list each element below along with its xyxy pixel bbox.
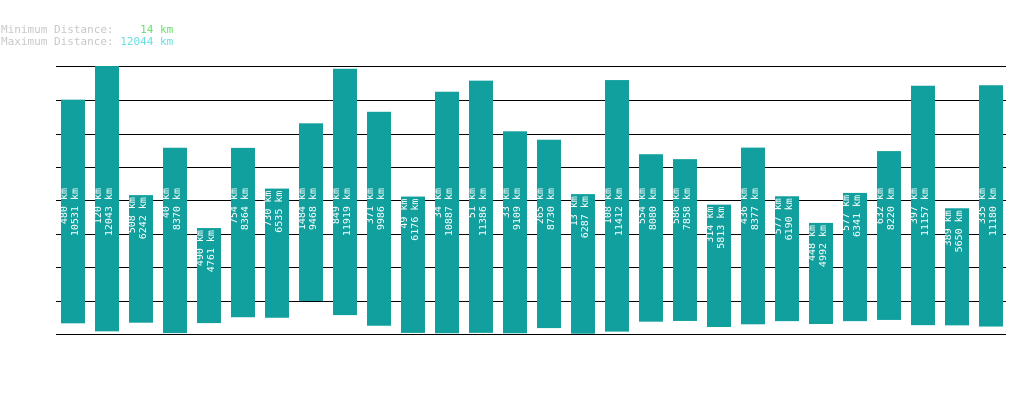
distance-bar [197, 228, 221, 324]
minimum-distance-label: Minimum Distance: [1, 23, 114, 36]
bar-max-label: 4761 km [206, 230, 217, 272]
bar-max-label: 7858 km [682, 188, 693, 230]
distance-bar [673, 159, 697, 321]
distance-bar [435, 91, 459, 334]
maximum-distance-label: Maximum Distance: [1, 35, 114, 48]
bar-min-label: 397 km [909, 188, 920, 224]
bar-max-label: 5813 km [716, 207, 727, 249]
bar-max-label: 11919 km [342, 188, 353, 236]
bar-min-label: 554 km [637, 188, 648, 224]
bar-min-label: 1484 km [297, 188, 308, 230]
bar-max-label: 11386 km [478, 188, 489, 236]
bar-max-label: 6341 km [852, 195, 863, 237]
bar-min-label: 49 km [399, 199, 410, 229]
distance-bar [163, 147, 187, 334]
bar-max-label: 9986 km [376, 188, 387, 230]
bar-min-label: 436 km [739, 188, 750, 224]
bar-min-label: 508 km [127, 197, 138, 233]
distance-bar [945, 208, 969, 326]
bar-max-label: 6190 km [784, 198, 795, 240]
bar-max-label: 6535 km [274, 191, 285, 233]
distance-bar [401, 196, 425, 333]
bar-min-label: 586 km [671, 188, 682, 224]
distance-bar [809, 222, 833, 325]
bar-min-label: 849 km [331, 188, 342, 224]
distance-bars: 480 km 10531 km 120 km 12043 km 508 km 6242 k… [59, 66, 1003, 334]
bar-min-label: 371 km [365, 188, 376, 224]
bar-min-label: 480 km [59, 188, 70, 224]
distance-bar [537, 139, 561, 329]
minimum-distance-value: 14 km [140, 23, 174, 36]
bar-min-label: 265 km [535, 188, 546, 224]
bar-max-label: 8377 km [750, 188, 761, 230]
bar-max-label: 6287 km [580, 196, 591, 238]
distance-bar [775, 196, 799, 322]
distance-bar [741, 147, 765, 325]
bar-min-label: 389 km [943, 210, 954, 246]
distance-bar [129, 195, 153, 323]
bar-min-label: 577 km [841, 195, 852, 231]
distance-bar [979, 85, 1003, 327]
bar-max-label: 8364 km [240, 188, 251, 230]
bar-max-label: 6242 km [138, 197, 149, 239]
maximum-distance-row: Maximum Distance: 12044 km [1, 36, 173, 48]
bar-min-label: 33 km [501, 188, 512, 218]
distance-bar [333, 68, 357, 316]
minimum-distance-row: Minimum Distance: 14 km [1, 24, 173, 36]
bar-min-label: 108 km [603, 188, 614, 224]
bar-max-label: 9468 km [308, 188, 319, 230]
bar-min-label: 13 km [569, 196, 580, 226]
bar-min-label: 730 km [263, 191, 274, 227]
distance-bar [571, 194, 595, 334]
distance-bar [503, 131, 527, 334]
maximum-distance-value: 12044 km [120, 35, 174, 48]
bar-min-label: 448 km [807, 225, 818, 261]
distance-bar [843, 192, 867, 322]
bar-max-label: 9109 km [512, 188, 523, 230]
bar-max-label: 10887 km [444, 188, 455, 236]
distance-bar [877, 151, 901, 320]
bar-min-label: 34 km [433, 188, 444, 218]
bar-min-label: 120 km [93, 188, 104, 224]
distance-bar [61, 99, 85, 324]
distance-bar [231, 147, 255, 318]
distance-bar [911, 85, 935, 326]
bar-min-label: 754 km [229, 188, 240, 224]
distance-bar [605, 80, 629, 332]
bar-max-label: 8730 km [546, 188, 557, 230]
bar-max-label: 12043 km [104, 188, 115, 236]
bar-max-label: 10531 km [70, 188, 81, 236]
bar-max-label: 4992 km [818, 225, 829, 267]
bar-max-label: 11157 km [920, 188, 931, 236]
bar-min-label: 632 km [875, 188, 886, 224]
bar-max-label: 8220 km [886, 188, 897, 230]
bar-max-label: 5650 km [954, 210, 965, 252]
bar-max-label: 8370 km [172, 188, 183, 230]
distance-summary: Minimum Distance: 14 km Maximum Distance… [1, 24, 173, 48]
distance-bar [367, 111, 391, 326]
bar-min-label: 577 km [773, 198, 784, 234]
distance-bar [265, 188, 289, 318]
distance-bar [299, 123, 323, 301]
bar-max-label: 11180 km [988, 188, 999, 236]
bar-min-label: 40 km [161, 188, 172, 218]
bar-min-label: 490 km [195, 230, 206, 266]
bar-max-label: 6176 km [410, 199, 421, 241]
bar-max-label: 11412 km [614, 188, 625, 236]
distance-bar [707, 204, 731, 328]
distance-bar [95, 66, 119, 332]
bar-max-label: 8080 km [648, 188, 659, 230]
distance-bar [639, 154, 663, 322]
distance-bar [469, 80, 493, 333]
bar-min-label: 335 km [977, 188, 988, 224]
bar-min-label: 314 km [705, 207, 716, 243]
bar-min-label: 51 km [467, 188, 478, 218]
